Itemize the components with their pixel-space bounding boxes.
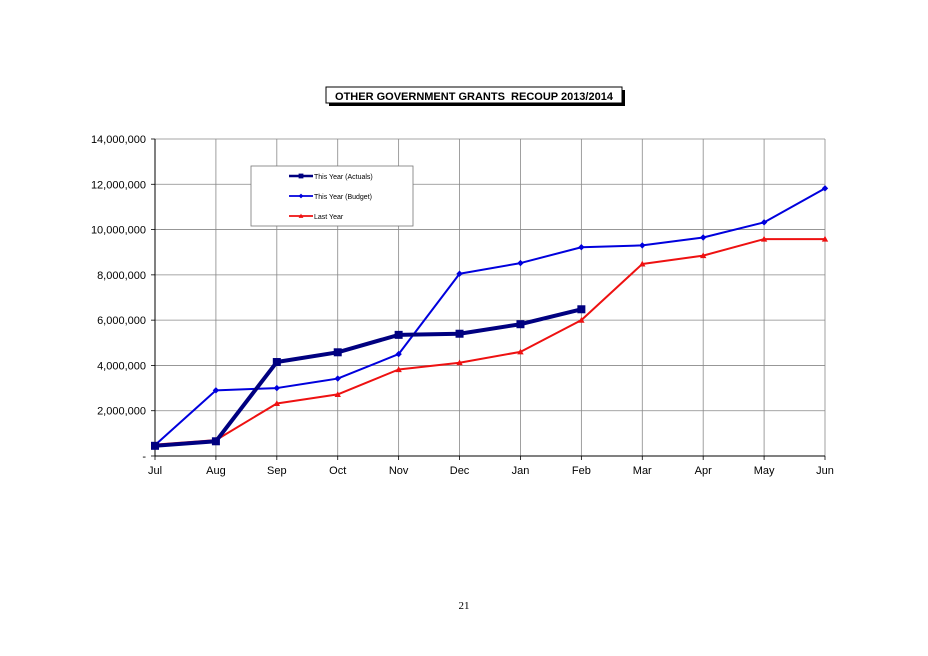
data-point xyxy=(456,270,463,277)
data-point xyxy=(699,234,707,241)
data-point xyxy=(456,359,463,366)
y-tick-label: 2,000,000 xyxy=(97,406,146,418)
data-point xyxy=(211,437,220,446)
data-point xyxy=(212,387,220,394)
legend-item: This Year (Budget) xyxy=(289,193,372,201)
legend-label: Last Year xyxy=(314,214,344,221)
data-point xyxy=(394,330,403,339)
legend-item: This Year (Actuals) xyxy=(289,173,373,181)
legend-item: Last Year xyxy=(289,213,344,221)
data-point xyxy=(639,242,646,249)
data-point xyxy=(760,235,768,242)
y-tick-label: 14,000,000 xyxy=(91,134,146,146)
y-tick-label: 6,000,000 xyxy=(97,315,146,327)
data-point xyxy=(516,320,525,329)
x-tick-label: Feb xyxy=(572,465,591,477)
data-point xyxy=(395,350,402,358)
legend-label: This Year (Budget) xyxy=(314,194,372,201)
data-point xyxy=(334,375,341,382)
data-point xyxy=(273,384,281,392)
data-point xyxy=(334,391,341,397)
data-point xyxy=(578,316,585,323)
series xyxy=(151,185,829,450)
x-tick-label: Jun xyxy=(816,465,834,477)
data-point xyxy=(821,185,829,192)
data-point xyxy=(151,441,159,450)
y-tick-label: 8,000,000 xyxy=(97,270,146,282)
x-tick-label: Sep xyxy=(267,465,287,477)
x-tick-label: Oct xyxy=(329,465,346,477)
x-tick-label: Apr xyxy=(695,465,712,477)
y-tick-label: - xyxy=(142,451,146,463)
data-point xyxy=(639,260,646,267)
data-point xyxy=(699,252,707,259)
data-point xyxy=(298,193,304,199)
data-point xyxy=(821,235,829,242)
x-tick-label: Mar xyxy=(633,465,652,477)
x-tick-label: Nov xyxy=(389,465,409,477)
axes: - 2,000,000 4,000,000 6,000,000 8,000,000 10,… xyxy=(91,134,834,477)
x-tick-label: Jan xyxy=(512,465,530,477)
data-point xyxy=(577,305,586,314)
y-tick-label: 4,000,000 xyxy=(97,360,146,372)
page-number: 21 xyxy=(458,600,470,612)
chart-title: OTHER GOVERNMENT GRANTS RECOUP 2013/2014 xyxy=(335,91,614,103)
x-tick-label: May xyxy=(754,465,775,477)
data-point xyxy=(333,348,342,357)
data-point xyxy=(578,244,585,251)
data-point xyxy=(273,400,281,407)
data-point xyxy=(298,213,304,218)
x-tick-label: Jul xyxy=(148,465,162,477)
legend: This Year (Actuals) This Year (Budget) Las… xyxy=(250,165,414,227)
data-point xyxy=(517,348,524,355)
series-line xyxy=(154,238,825,446)
y-tick-label: 10,000,000 xyxy=(91,225,146,237)
data-point xyxy=(760,219,768,226)
data-point xyxy=(455,329,464,338)
y-tick-label: 12,000,000 xyxy=(91,179,146,191)
legend-box xyxy=(250,165,414,227)
series-line xyxy=(154,187,826,446)
series-line xyxy=(154,307,582,448)
x-tick-label: Dec xyxy=(450,465,470,477)
data-point xyxy=(272,358,281,367)
x-tick-label: Aug xyxy=(206,465,226,477)
chart-title-box: OTHER GOVERNMENT GRANTS RECOUP 2013/2014 xyxy=(325,86,625,106)
data-point xyxy=(395,366,402,373)
legend-label: This Year (Actuals) xyxy=(314,174,373,181)
data-point xyxy=(298,173,304,179)
data-point xyxy=(517,259,524,267)
series-this-year-actuals xyxy=(151,305,586,450)
